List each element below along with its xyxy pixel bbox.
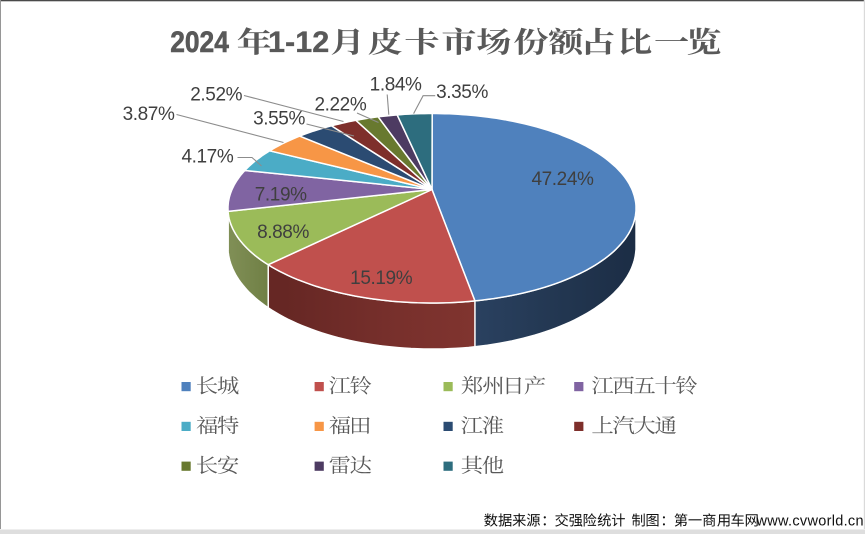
svg-text:2.22%: 2.22% xyxy=(314,95,366,116)
svg-text:8.88%: 8.88% xyxy=(257,222,309,243)
svg-text:2024: 2024 xyxy=(170,24,229,58)
svg-text:7.19%: 7.19% xyxy=(255,185,307,206)
svg-text:1.84%: 1.84% xyxy=(370,75,422,96)
svg-text:3.55%: 3.55% xyxy=(253,109,305,130)
svg-text:15.19%: 15.19% xyxy=(350,268,413,289)
svg-text:2.52%: 2.52% xyxy=(190,84,242,105)
svg-text:3.87%: 3.87% xyxy=(123,104,175,125)
svg-text:4.17%: 4.17% xyxy=(181,147,233,168)
svg-text:3.35%: 3.35% xyxy=(436,82,488,103)
svg-text:1-12: 1-12 xyxy=(268,26,329,59)
svg-text:47.24%: 47.24% xyxy=(531,169,594,190)
svg-text:www.cvworld.cn: www.cvworld.cn xyxy=(756,514,864,530)
